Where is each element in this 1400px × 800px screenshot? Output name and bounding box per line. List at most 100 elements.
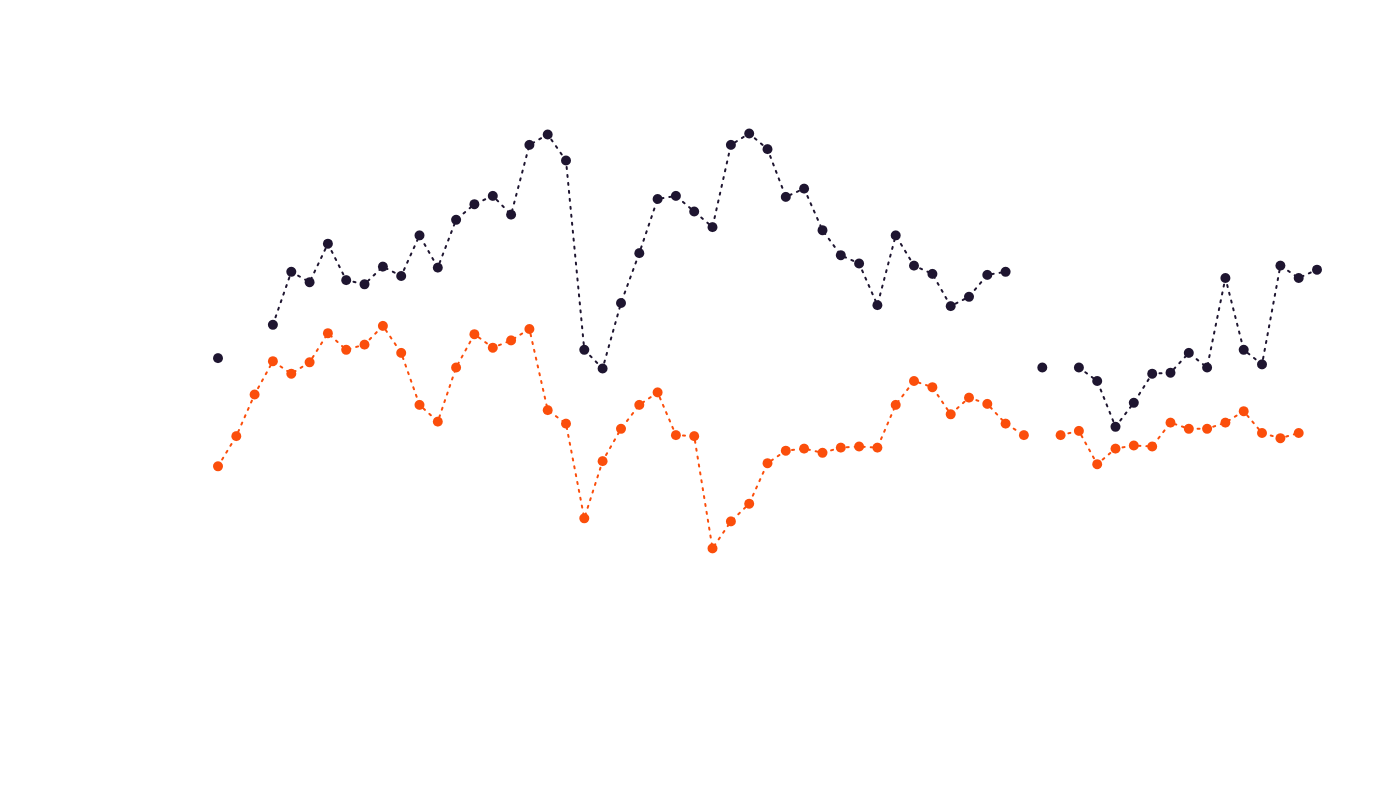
- series-1-point: [286, 266, 297, 277]
- series-1-point: [652, 194, 663, 204]
- series-1-point: [597, 363, 608, 374]
- series-1-point: [670, 190, 681, 201]
- series-1-point: [909, 260, 919, 271]
- series-2-point: [469, 329, 480, 340]
- series-1-point: [304, 277, 315, 288]
- series-2-point: [945, 409, 956, 420]
- series-1-point: [1275, 260, 1286, 271]
- series-1-point: [341, 275, 352, 286]
- series-2-point: [762, 458, 773, 469]
- series-1-point: [1073, 362, 1084, 373]
- series-2-point: [817, 447, 828, 458]
- series-2-point: [707, 543, 718, 554]
- series-1-point: [506, 209, 517, 220]
- series-1-point: [1238, 344, 1249, 355]
- series-2-point: [1293, 428, 1304, 438]
- series-2-point: [561, 418, 571, 429]
- series-2-point: [652, 387, 663, 398]
- series-1-point: [561, 155, 571, 166]
- series-2-point: [432, 416, 443, 427]
- series-2-point: [1128, 440, 1139, 451]
- series-2-point: [1275, 433, 1286, 444]
- series-1-point: [1257, 359, 1267, 370]
- series-1-point: [432, 262, 443, 273]
- series-1-point: [689, 206, 700, 217]
- series-2-point: [542, 405, 553, 416]
- series-1-point: [854, 258, 865, 269]
- series-2-point: [1165, 417, 1176, 428]
- series-2-point: [1018, 430, 1029, 441]
- series-2-point: [890, 399, 901, 410]
- series-2-point: [414, 399, 425, 410]
- series-2-point: [1073, 425, 1084, 436]
- series-2-point: [377, 320, 388, 331]
- series-1-point: [213, 353, 223, 364]
- series-2-point: [616, 423, 626, 434]
- series-2-point: [634, 399, 645, 410]
- series-1-point: [616, 298, 626, 308]
- series-1-point: [396, 271, 407, 281]
- series-2-point: [927, 382, 938, 393]
- series-2-point: [982, 398, 993, 409]
- series-2-point: [964, 392, 974, 403]
- series-1-point: [1037, 362, 1048, 373]
- series-2-point: [872, 442, 883, 453]
- series-2-point: [579, 513, 590, 524]
- series-1-point: [322, 238, 333, 249]
- series-1-point: [835, 250, 846, 261]
- series-2-point: [1183, 423, 1194, 434]
- series-1-point: [542, 129, 553, 140]
- series-1: [213, 128, 1322, 432]
- series-1-point: [267, 319, 278, 330]
- series-1-point: [487, 190, 498, 201]
- series-2-point: [231, 431, 242, 442]
- series-2-point: [267, 356, 278, 367]
- series-2-point: [854, 441, 865, 452]
- series-1-point: [817, 225, 828, 236]
- series-2-point: [1055, 430, 1066, 441]
- series-1-point: [982, 269, 993, 280]
- series-1-point: [1202, 362, 1213, 373]
- series-1-point: [414, 230, 425, 241]
- series-1-point: [707, 222, 718, 233]
- series-1-point: [524, 139, 535, 150]
- series-2-point: [689, 431, 700, 442]
- series-2-point: [249, 389, 260, 400]
- series-2-point: [1202, 423, 1213, 434]
- series-1-point: [964, 291, 974, 302]
- series-1-point: [1312, 264, 1322, 275]
- series-1-point: [1183, 347, 1194, 358]
- series-1-point: [799, 183, 810, 194]
- series-2-point: [506, 335, 517, 346]
- series-1-point: [725, 139, 736, 150]
- series-2-point: [487, 342, 498, 353]
- series-1-point: [1220, 273, 1231, 283]
- series-2-point: [1000, 418, 1011, 429]
- series-1-point: [744, 128, 755, 139]
- series-2-point: [322, 328, 333, 339]
- series-1-point: [359, 279, 370, 290]
- series-2: [213, 320, 1304, 554]
- series-1-point: [634, 248, 645, 259]
- series-2-point: [304, 357, 315, 368]
- series-2-point: [396, 347, 407, 358]
- series-1-point: [377, 261, 388, 272]
- series-2-point: [451, 362, 462, 373]
- series-2-point: [286, 368, 297, 379]
- series-1-point: [469, 199, 480, 210]
- series-2-point: [670, 430, 681, 441]
- series-2-point: [1238, 406, 1249, 417]
- series-1-point: [1092, 376, 1103, 386]
- series-1-point: [927, 268, 938, 279]
- series-2-point: [524, 324, 535, 334]
- series-2-point: [725, 516, 736, 527]
- series-1-point: [762, 144, 773, 155]
- series-2-point: [1110, 443, 1121, 454]
- series-1-point: [1293, 273, 1304, 283]
- series-2-point: [835, 442, 846, 453]
- series-1-point: [579, 344, 590, 355]
- series-2-point: [1220, 417, 1231, 428]
- series-1-point: [1165, 367, 1176, 378]
- series-1-point: [872, 300, 883, 311]
